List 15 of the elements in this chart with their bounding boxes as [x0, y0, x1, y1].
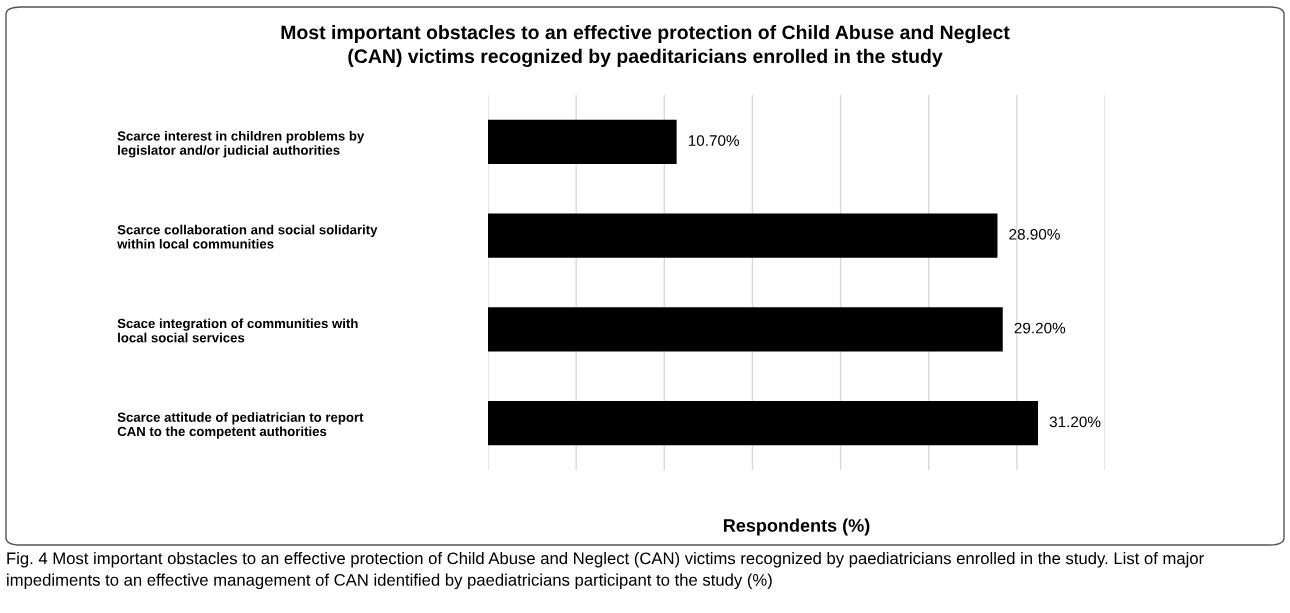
x-axis-title: Respondents (%) — [723, 518, 870, 536]
data-label: 29.20% — [1014, 322, 1066, 334]
caption: Fig. 4 Most important obstacles to an effective protection of Child Abuse and Neglect (CAN) victims recognized by paediatricians enrolled in the study. List of major impediments to an effective management of CAN identified by paediatricians participant to the study (%) — [7, 552, 1204, 590]
chart-title: Most important obstacles to an effective protection of Child Abuse and Neglect (CAN) victims recognized by paeditaricians enrolled in the study — [281, 24, 1010, 68]
bar — [488, 307, 1003, 352]
bar — [488, 119, 677, 164]
data-label: 31.20% — [1049, 416, 1101, 428]
bar — [488, 213, 998, 258]
y-tick-label: Scarce attitude of pediatrician to report CAN to the competent authorities — [117, 412, 364, 439]
bar — [488, 401, 1039, 446]
data-label: 10.70% — [688, 135, 740, 146]
data-label: 28.90% — [1009, 228, 1060, 240]
y-tick-label: Scarce interest in children problems by legislator and/or judicial authorities — [117, 130, 365, 158]
y-tick-label: Scace integration of communities with local social services — [117, 318, 358, 343]
y-tick-label: Scarce collaboration and social solidarity within local communities — [117, 224, 378, 249]
